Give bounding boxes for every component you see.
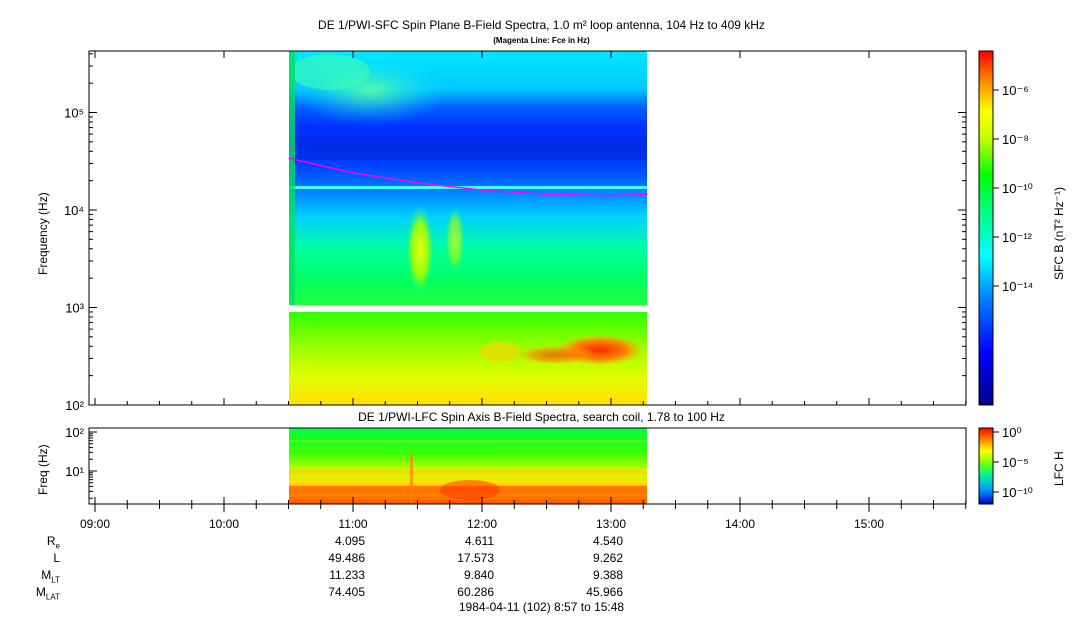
colorbar-tick-label: 10⁻¹² xyxy=(1002,230,1033,245)
x-tick-label: 09:00 xyxy=(79,517,111,531)
colorbar-tick-label: 10⁰ xyxy=(1002,425,1022,440)
lower-x-ticks xyxy=(94,497,967,512)
upper-colorbar-bar xyxy=(978,50,994,406)
sfc-emission-patch xyxy=(406,205,434,295)
lower-y-axis: 10² 10¹ xyxy=(65,425,97,499)
sfc-cyan-line xyxy=(289,186,647,189)
sfc-emission-patch xyxy=(515,345,595,365)
ephemeris-row-label: Re xyxy=(46,534,60,551)
colorbar-tick-label: 10⁻⁶ xyxy=(1002,83,1029,98)
y-tick-label: 10⁵ xyxy=(64,106,84,121)
ephemeris-value: 4.095 xyxy=(334,534,365,548)
upper-x-ticks xyxy=(94,51,967,405)
lfc-band xyxy=(289,440,647,442)
x-tick-label: 10:00 xyxy=(208,517,240,531)
sfc-emission-patch xyxy=(290,54,370,90)
lfc-burst xyxy=(440,480,500,500)
upper-panel: 10² 10³ 10⁴ 10⁵ xyxy=(64,50,967,413)
upper-colorbar-label: SFC B (nT² Hz⁻¹) xyxy=(1052,187,1066,280)
ephemeris-row-label: MLAT xyxy=(35,585,60,602)
upper-colorbar: 10⁻⁶ 10⁻⁸ 10⁻¹⁰ 10⁻¹² 10⁻¹⁴ xyxy=(978,50,1033,406)
ephemeris-value: 4.540 xyxy=(592,534,623,548)
lfc-band xyxy=(289,455,647,457)
y-tick-label: 10² xyxy=(65,398,84,413)
upper-colorbar-ticks: 10⁻⁶ 10⁻⁸ 10⁻¹⁰ 10⁻¹² 10⁻¹⁴ xyxy=(993,83,1033,294)
chart-subtitle: (Magenta Line: Fce in Hz) xyxy=(493,36,590,45)
x-tick-label: 11:00 xyxy=(338,517,368,531)
fce-line xyxy=(288,157,648,197)
lower-colorbar-label: LFC H xyxy=(1052,451,1066,486)
colorbar-tick-label: 10⁻¹⁴ xyxy=(1002,279,1033,294)
lfc-burst xyxy=(410,455,413,504)
colorbar-tick-label: 10⁻⁵ xyxy=(1002,455,1029,470)
ephemeris-value: 9.388 xyxy=(592,568,623,582)
time-range-footer: 1984-04-11 (102) 8:57 to 15:48 xyxy=(458,600,625,614)
y-tick-label: 10² xyxy=(65,425,84,440)
y-tick-label: 10⁴ xyxy=(64,203,84,218)
colorbar-tick-label: 10⁻¹⁰ xyxy=(1002,181,1033,196)
sfc-emission-patch xyxy=(445,205,465,275)
lower-colorbar-bar xyxy=(978,427,994,505)
x-tick-label: 14:00 xyxy=(724,517,756,531)
ephemeris-value: 4.611 xyxy=(464,534,494,548)
chart-title: DE 1/PWI-SFC Spin Plane B-Field Spectra,… xyxy=(318,18,765,32)
y-tick-label: 10³ xyxy=(65,301,84,316)
ephemeris-value: 9.840 xyxy=(463,568,494,582)
lower-colorbar-ticks: 10⁰ 10⁻⁵ 10⁻¹⁰ xyxy=(993,425,1033,500)
ephemeris-value: 17.573 xyxy=(457,551,494,565)
ephemeris-value: 9.262 xyxy=(592,551,623,565)
lower-plot-frame xyxy=(88,427,967,505)
y-tick-label: 10¹ xyxy=(65,464,84,479)
sfc-emission-patch xyxy=(480,342,520,362)
x-tick-label: 15:00 xyxy=(853,517,885,531)
upper-plot-frame xyxy=(88,50,967,406)
upper-y-axis: 10² 10³ 10⁴ 10⁵ xyxy=(64,53,966,413)
ephemeris-value: 74.405 xyxy=(328,585,365,599)
x-tick-label: 12:00 xyxy=(466,517,498,531)
lfc-band xyxy=(289,470,647,474)
lower-colorbar: 10⁰ 10⁻⁵ 10⁻¹⁰ xyxy=(978,425,1033,505)
lower-panel-title: DE 1/PWI-LFC Spin Axis B-Field Spectra, … xyxy=(358,410,725,424)
ephemeris-row-label: MLT xyxy=(41,568,60,585)
ephemeris-value: 11.233 xyxy=(329,568,365,582)
colorbar-tick-label: 10⁻⁸ xyxy=(1002,132,1029,147)
ephemeris-value: 49.486 xyxy=(328,551,365,565)
upper-y-axis-label: Frequency (Hz) xyxy=(36,192,50,275)
ephemeris-value: 60.286 xyxy=(457,585,494,599)
ephemeris-value: 45.966 xyxy=(586,585,623,599)
sfc-dark-band xyxy=(289,135,647,160)
colorbar-tick-label: 10⁻¹⁰ xyxy=(1002,485,1033,500)
lower-panel: 10² 10¹ xyxy=(65,425,967,512)
ephemeris-row-label: L xyxy=(53,551,60,565)
sfc-edge-strip xyxy=(289,51,295,305)
x-tick-label: 13:00 xyxy=(595,517,627,531)
lower-y-axis-label: Freq (Hz) xyxy=(36,444,50,495)
